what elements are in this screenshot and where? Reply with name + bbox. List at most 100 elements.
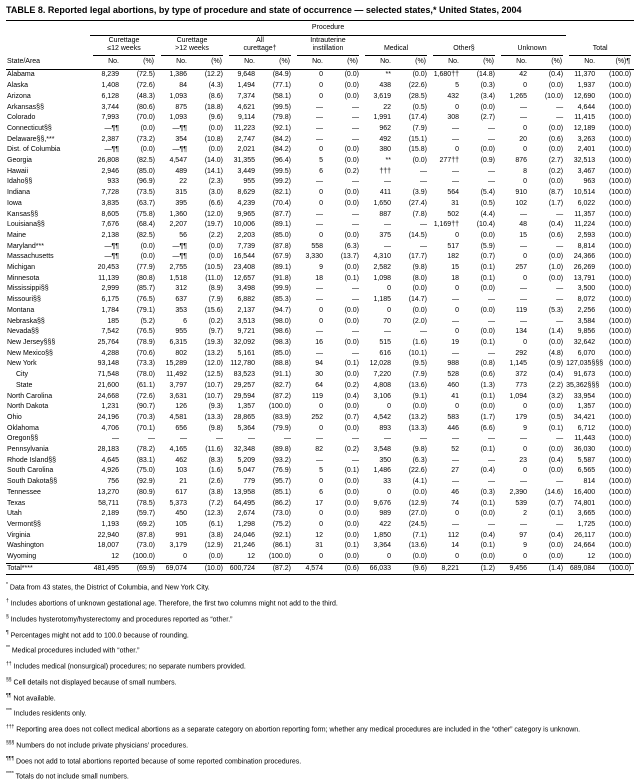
cell-percent: — <box>488 520 495 528</box>
table-title: TABLE 8. Reported legal abortions, by ty… <box>6 5 522 15</box>
cell-number: 6 <box>319 488 323 496</box>
cell-percent: (10.1) <box>408 349 427 357</box>
cell-percent: (0.0) <box>344 317 359 325</box>
table-row-utah: Utah 2,189 (59.7) 450 (12.3) 2,674 (73.0) 0 (0.0… <box>6 509 634 520</box>
cell-number: 963 <box>583 178 596 186</box>
cell-percent: (0.0) <box>480 285 495 293</box>
state-label: Idaho§§ <box>7 178 33 186</box>
cell-percent: (58.1) <box>272 92 291 100</box>
footnote-marker: *** <box>6 708 12 715</box>
cell-percent: (0.0) <box>344 146 359 154</box>
cell-number: 4,926 <box>101 467 119 475</box>
cell-percent: (100.0) <box>608 510 632 518</box>
cell-number: 5,373 <box>169 499 187 507</box>
cell-number: 432 <box>447 92 459 100</box>
cell-number: 94 <box>315 360 323 368</box>
cell-number: 0 <box>319 424 323 432</box>
cell-percent: (13.3) <box>204 413 223 421</box>
table-row-colorado: Colorado 7,993 (70.0) 1,093 (9.6) 9,114 (79.8)… <box>6 113 634 124</box>
cell-percent: (78.2) <box>136 446 155 454</box>
cell-number: 8,239 <box>101 71 119 79</box>
cell-percent: — <box>420 242 427 250</box>
cell-percent: (100.0) <box>608 553 632 561</box>
cell-percent: (8.6) <box>208 92 223 100</box>
cell-percent: (67.9) <box>272 253 291 261</box>
cell-percent: (9.6) <box>208 114 223 122</box>
cell-number: 24,668 <box>97 392 119 400</box>
cell-percent: (100.0) <box>608 231 632 239</box>
cell-percent: (100.0) <box>608 189 632 197</box>
cell-number: ††† <box>379 167 391 175</box>
cell-number: 9,965 <box>237 210 255 218</box>
cell-percent: (19.3) <box>204 338 223 346</box>
cell-percent: (6.6) <box>208 199 223 207</box>
cell-number: 0 <box>319 510 323 518</box>
cell-percent: (13.3) <box>408 424 427 432</box>
cell-number: 0 <box>387 488 391 496</box>
cell-number: 42 <box>519 71 527 79</box>
cell-percent: (99.5) <box>272 103 291 111</box>
footnote-marker: ** <box>6 645 10 652</box>
cell-number: 0 <box>387 306 391 314</box>
cell-number: 354 <box>175 135 187 143</box>
cell-number: — <box>384 328 391 336</box>
cell-percent: (100.0) <box>608 371 632 379</box>
cell-percent: (0.0) <box>412 488 427 496</box>
cell-number: — <box>316 456 323 464</box>
cell-percent: (0.1) <box>480 274 495 282</box>
cell-percent: (70.0) <box>136 114 155 122</box>
cell-percent: — <box>352 435 359 443</box>
cell-number: 103 <box>175 467 187 475</box>
state-label: Kansas§§ <box>7 210 39 218</box>
cell-number: 2,137 <box>237 306 255 314</box>
cell-percent: (2.0) <box>412 317 427 325</box>
cell-percent: — <box>556 520 564 528</box>
cell-percent: (0.1) <box>344 542 359 550</box>
cell-percent: (13.2) <box>408 413 427 421</box>
cell-percent: (0.1) <box>548 510 564 518</box>
cell-number: 26,808 <box>97 157 119 165</box>
cell-percent: (12.0) <box>204 360 223 368</box>
cell-percent: (78.5) <box>136 499 155 507</box>
cell-percent: (80.8) <box>136 274 155 282</box>
cell-number: 19 <box>451 338 459 346</box>
table-row-north-carolina: North Carolina 24,668 (72.6) 3,631 (10.7) 29,… <box>6 392 634 403</box>
cell-percent: (9.5) <box>412 360 427 368</box>
cell-percent: (0.4) <box>344 392 359 400</box>
subheader-no: No. <box>498 55 536 71</box>
cell-number: 515 <box>379 338 391 346</box>
cell-number: 0 <box>319 231 323 239</box>
cell-number: 0 <box>319 82 323 90</box>
cell-percent: (100.0) <box>608 285 632 293</box>
cell-number: 64 <box>315 381 323 389</box>
cell-number: 3,744 <box>101 103 119 111</box>
cell-percent: (1.4) <box>548 328 564 336</box>
state-label: Delaware§§,*** <box>7 135 55 143</box>
cell-percent: (0.4) <box>548 221 564 229</box>
cell-number: 32,513 <box>573 157 596 165</box>
cell-percent: (100.0) <box>608 542 632 550</box>
cell-percent: (15.8) <box>408 146 427 154</box>
footnote-line: * Data from 43 states, the District of C… <box>6 582 210 592</box>
cell-number: 46 <box>451 488 459 496</box>
cell-percent: (0.7) <box>480 253 495 261</box>
state-label: Montana <box>7 306 35 314</box>
state-label: State <box>16 381 33 389</box>
table-row-iowa: Iowa 3,835 (63.7) 395 (6.6) 4,239 (70.4) 0 (0.0)… <box>6 199 634 210</box>
subheader-pct: (%)¶ <box>604 55 635 71</box>
state-label: Utah <box>7 510 22 518</box>
cell-percent: (100.0) <box>608 381 632 389</box>
cell-number: 69,074 <box>158 562 196 575</box>
cell-percent: — <box>352 135 359 143</box>
cell-number: — <box>316 285 323 293</box>
cell-percent: (100.0) <box>608 103 632 111</box>
cell-percent: (0.0) <box>344 510 359 518</box>
cell-percent: (75.8) <box>136 210 155 218</box>
footnote-marker: §§ <box>6 676 12 683</box>
cell-percent: (0.9) <box>548 360 564 368</box>
cell-number: ** <box>385 71 391 79</box>
cell-percent: (0.0) <box>412 306 427 314</box>
cell-percent: (70.1) <box>136 424 155 432</box>
cell-percent: (91.1) <box>272 371 291 379</box>
